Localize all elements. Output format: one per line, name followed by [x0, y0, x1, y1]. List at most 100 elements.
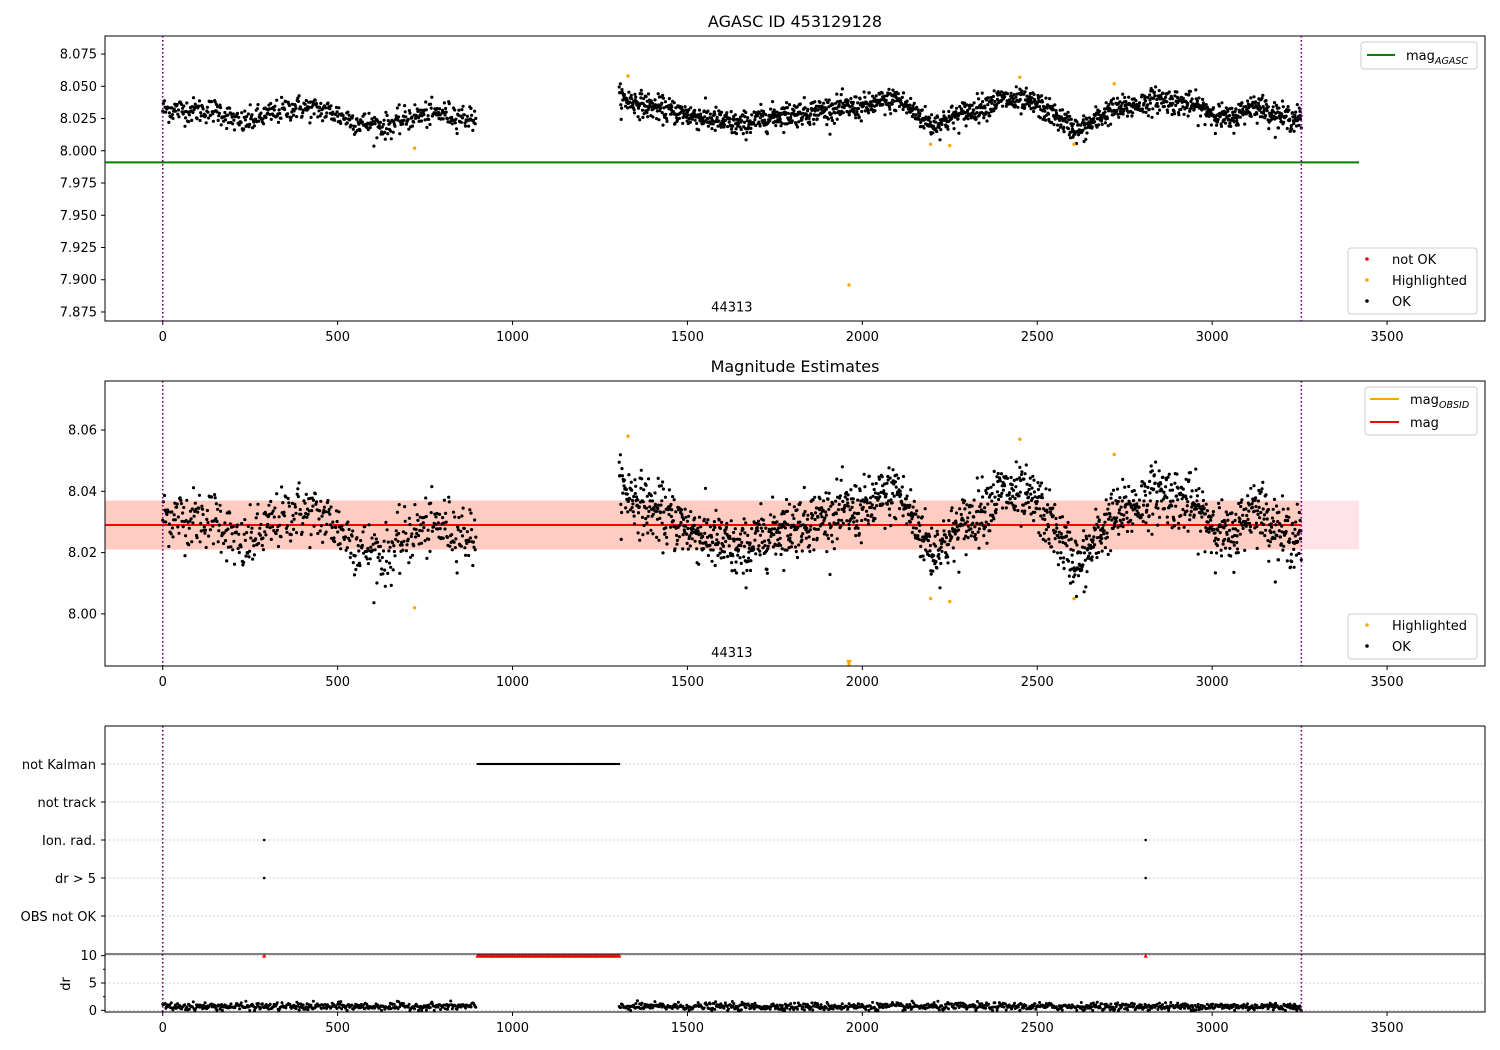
ok-point [328, 523, 332, 527]
ok-point [1030, 96, 1034, 100]
ok-point [1151, 107, 1155, 111]
ok-point [359, 118, 363, 122]
ok-point [329, 505, 333, 509]
ok-point [928, 549, 932, 553]
dr-point [220, 1003, 224, 1006]
ok-point [786, 534, 790, 538]
ok-point [436, 113, 440, 117]
ok-point [1281, 548, 1285, 552]
ok-point [430, 529, 434, 533]
ok-point [1144, 110, 1148, 114]
x-tick-label: 3500 [1371, 330, 1404, 345]
ok-point [785, 509, 790, 513]
ok-point [171, 535, 175, 539]
ok-point [620, 510, 624, 515]
ok-point [639, 88, 643, 92]
ok-point [787, 546, 791, 550]
ok-point [626, 106, 630, 110]
ok-point [738, 532, 743, 536]
ok-point [873, 491, 878, 495]
ok-point [175, 102, 179, 107]
ok-point [1095, 536, 1099, 540]
ok-point [942, 519, 946, 523]
ok-point [425, 556, 429, 561]
ok-point [171, 116, 175, 120]
ok-point [1148, 499, 1152, 503]
ok-point [1050, 545, 1054, 549]
ok-point [438, 512, 442, 517]
flag-point [262, 838, 266, 842]
ok-point [826, 536, 831, 541]
ok-point [1074, 540, 1078, 544]
ok-point [950, 506, 954, 510]
ok-point [1056, 123, 1060, 127]
y-tick-label: 7.900 [60, 273, 97, 288]
ok-point [940, 122, 944, 127]
ok-point [730, 569, 734, 573]
ok-point [281, 501, 285, 505]
ok-point [214, 517, 218, 521]
ok-point [850, 516, 854, 520]
ok-point [1143, 489, 1147, 493]
ok-point [768, 119, 772, 123]
ok-point [795, 555, 800, 560]
ok-point [1213, 531, 1217, 535]
ok-point [296, 99, 300, 103]
ok-point [897, 507, 902, 511]
ok-point [942, 110, 946, 114]
ok-point [944, 117, 949, 121]
ok-point [830, 540, 835, 544]
ok-point [408, 523, 412, 527]
ok-point [311, 101, 316, 105]
ok-point [1044, 118, 1048, 122]
ok-point [1228, 121, 1232, 125]
ok-point [937, 552, 941, 557]
ok-point [284, 526, 288, 531]
ok-point [1160, 499, 1164, 503]
ok-point [1054, 109, 1058, 113]
ok-point [444, 110, 448, 114]
ok-point [722, 550, 727, 554]
ok-point [445, 535, 449, 540]
ok-point [680, 512, 684, 517]
ok-point [1040, 493, 1044, 497]
ok-point [1228, 546, 1232, 551]
ok-point [1038, 507, 1042, 511]
ok-point [292, 109, 296, 113]
ok-point [473, 122, 477, 126]
ok-point [861, 505, 865, 509]
ok-point [371, 119, 375, 124]
ok-point [1225, 532, 1229, 537]
ok-point [1287, 515, 1291, 519]
ok-point [270, 511, 274, 516]
ok-point [1249, 114, 1253, 118]
ok-point [816, 108, 820, 112]
x-tick-label: 2000 [846, 675, 879, 690]
ok-point [850, 505, 854, 509]
ok-point [368, 557, 372, 561]
x-tick-label: 0 [159, 330, 167, 345]
ok-point [355, 536, 359, 540]
ok-point [1181, 96, 1185, 100]
ok-point [181, 525, 185, 529]
ok-point [1044, 528, 1048, 532]
ok-point [917, 114, 922, 118]
y-tick-label: 8.06 [68, 424, 97, 439]
ok-point [1054, 530, 1058, 534]
ok-point [701, 547, 706, 551]
ok-point [1059, 532, 1063, 536]
ok-point [182, 104, 186, 108]
ok-point [721, 117, 725, 121]
ok-point [1277, 529, 1281, 533]
ok-point [167, 120, 171, 124]
ok-point [313, 492, 317, 496]
ok-point [831, 502, 835, 506]
ok-point [807, 120, 812, 124]
ok-point [187, 113, 191, 117]
ok-point [1290, 521, 1295, 525]
ok-point [867, 91, 871, 95]
ok-point [1203, 512, 1207, 516]
ok-point [1062, 556, 1066, 560]
ok-point [211, 542, 215, 546]
ok-point [973, 525, 977, 529]
